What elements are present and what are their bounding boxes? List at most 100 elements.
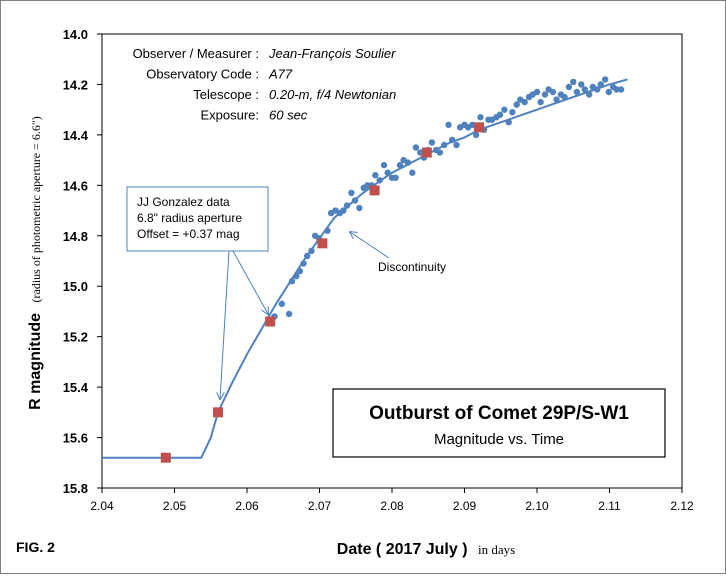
- info-value: 60 sec: [269, 108, 308, 123]
- observer-point: [509, 108, 516, 116]
- observer-point: [472, 131, 480, 139]
- gonzalez-point: [265, 316, 276, 327]
- y-tick-label: 14.4: [63, 128, 89, 143]
- y-tick-label: 15.6: [63, 431, 88, 446]
- y-tick-label: 14.8: [63, 229, 88, 244]
- observer-point: [617, 86, 625, 93]
- observer-point: [578, 81, 585, 88]
- x-tick-label: 2.08: [380, 499, 404, 513]
- y-axis: 14.0 14.2 14.4 14.6 14.8 15.0 15.2 15.4 15.6 15.8: [63, 27, 102, 496]
- observer-point: [409, 169, 416, 176]
- x-tick-label: 2.05: [163, 499, 187, 513]
- y-tick-label: 15.0: [63, 279, 88, 294]
- chart-subtitle: Magnitude vs. Time: [434, 431, 564, 448]
- observer-point: [428, 139, 436, 146]
- observer-point: [384, 169, 391, 176]
- observer-point: [396, 161, 404, 169]
- observer-point: [553, 96, 560, 103]
- y-tick-label: 14.2: [63, 77, 88, 92]
- observer-point: [541, 91, 549, 98]
- observer-point: [288, 277, 296, 285]
- observer-point: [324, 227, 331, 234]
- observer-point: [601, 76, 609, 83]
- observer-point: [593, 86, 601, 93]
- callout-line: JJ Gonzalez data: [137, 195, 230, 209]
- x-tick-label: 2.07: [308, 499, 332, 513]
- y-tick-label: 15.8: [63, 481, 88, 496]
- info-value: 0.20-m, f/4 Newtonian: [269, 87, 396, 102]
- observer-point: [308, 247, 315, 255]
- info-value: A77: [268, 67, 293, 82]
- x-axis: 2.04 2.05 2.06 2.07 2.08 2.09 2.10 2.11 2.12: [90, 488, 694, 513]
- observer-point: [436, 149, 444, 156]
- observer-point: [293, 272, 300, 280]
- x-tick-label: 2.11: [598, 499, 621, 513]
- y-axis-label-sub: (radius of photometric aperture = 6.6"): [29, 116, 43, 302]
- observer-point: [285, 310, 293, 318]
- gonzalez-point: [160, 452, 171, 463]
- observer-point: [448, 136, 456, 144]
- observer-point: [597, 81, 604, 88]
- chart-title: Outburst of Comet 29P/S-W1: [369, 403, 629, 424]
- x-tick-label: 2.10: [525, 499, 549, 513]
- observer-point: [351, 197, 359, 204]
- callout-arrow-1: [220, 250, 230, 399]
- gonzalez-point: [317, 238, 328, 249]
- observer-point: [296, 267, 304, 275]
- y-tick-label: 15.2: [63, 330, 88, 345]
- discontinuity-label: Discontinuity: [378, 260, 446, 274]
- x-tick-label: 2.12: [670, 499, 694, 513]
- x-axis-label-sub: in days: [478, 542, 515, 557]
- observer-point: [505, 119, 512, 126]
- observer-point: [343, 202, 351, 209]
- callout-text: JJ Gonzalez data 6.8" radius aperture Offs…: [137, 195, 242, 241]
- observer-point: [441, 141, 448, 149]
- y-axis-label: R magnitude (radius of photometric apert…: [27, 116, 44, 410]
- observer-point: [303, 252, 311, 260]
- y-tick-label: 15.4: [63, 380, 89, 395]
- gonzalez-point: [474, 122, 484, 133]
- x-axis-label-main: Date ( 2017 July ): [337, 541, 468, 558]
- observer-point: [376, 177, 383, 184]
- observer-point: [496, 111, 504, 118]
- observer-point: [477, 114, 484, 121]
- info-label: Exposure:: [200, 108, 259, 123]
- x-tick-label: 2.04: [90, 499, 114, 513]
- y-tick-label: 14.0: [63, 27, 88, 42]
- observer-point: [565, 83, 573, 91]
- info-value: Jean-François Soulier: [268, 46, 396, 61]
- observer-point: [573, 88, 581, 96]
- discontinuity-arrow: [350, 232, 390, 259]
- observer-point: [533, 88, 541, 96]
- observer-point: [348, 189, 355, 197]
- observer-point: [521, 98, 528, 106]
- x-axis-label: Date ( 2017 July ) in days: [337, 541, 515, 558]
- fit-curve: [102, 78, 628, 459]
- callout-line: 6.8" radius aperture: [137, 211, 242, 225]
- observer-point: [561, 93, 568, 101]
- observer-point: [404, 159, 412, 166]
- observer-info: Observer / Measurer : Jean-François Souli…: [133, 46, 397, 123]
- observer-point: [356, 204, 363, 212]
- observer-point: [549, 88, 557, 96]
- y-axis-label-main: R magnitude: [27, 313, 44, 410]
- observer-point: [570, 78, 577, 86]
- data-points: [160, 76, 625, 463]
- observer-point: [537, 98, 544, 106]
- info-label: Telescope :: [193, 87, 259, 102]
- observer-point: [445, 121, 452, 128]
- y-tick-label: 14.6: [63, 178, 88, 193]
- title-box: [332, 388, 666, 458]
- observer-point: [372, 172, 379, 179]
- observer-point: [581, 86, 589, 93]
- observer-point: [513, 101, 520, 108]
- gonzalez-point: [421, 147, 432, 158]
- callout-arrow-2: [232, 250, 268, 314]
- observer-point: [392, 174, 399, 181]
- callout-box: [126, 186, 269, 252]
- info-label: Observer / Measurer :: [133, 46, 259, 61]
- figure-label: FIG. 2: [16, 539, 55, 555]
- observer-point: [412, 144, 420, 151]
- info-label: Observatory Code :: [146, 67, 259, 82]
